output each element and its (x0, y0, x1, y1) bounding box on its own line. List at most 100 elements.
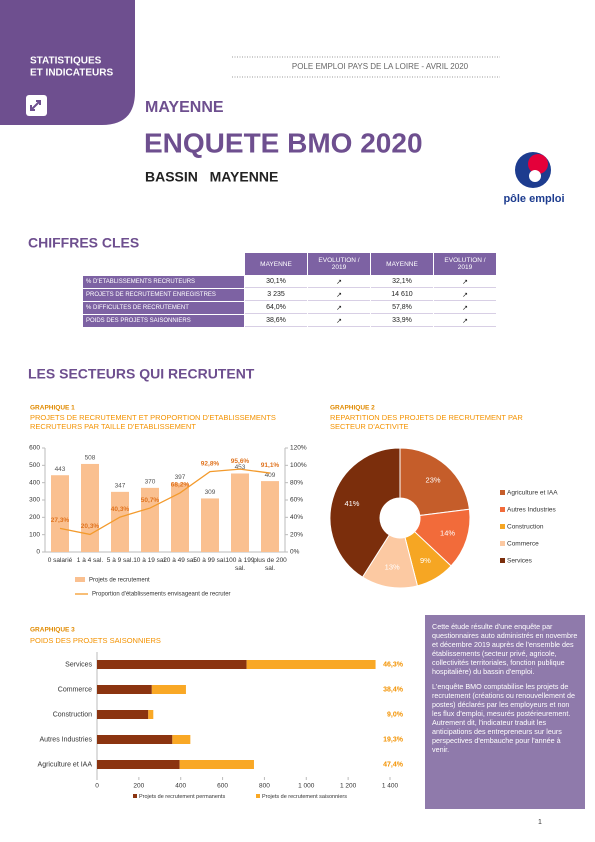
bar-segment (151, 685, 186, 694)
table-cell: ↗ (434, 315, 496, 327)
table-cell: 38,6% (245, 315, 307, 327)
badge-icon-arrow (30, 100, 41, 111)
y-tick-label: Autres Industries (39, 736, 92, 743)
table-row: % DIFFICULTES DE RECRUTEMENT 64,0% ↗ 57,8% ↗ (83, 302, 496, 314)
x-tick-label: 0 salarié (47, 557, 73, 564)
table-cell: ↗ (434, 289, 496, 301)
legend-label: Proportion d'établissements envisageant … (92, 592, 231, 598)
share-label: 47,4% (383, 761, 404, 768)
table-cell: 3 235 (245, 289, 307, 301)
legend-swatch (500, 558, 505, 563)
legend-swatch (75, 577, 85, 582)
subtitle: BASSIN MAYENNE (145, 169, 278, 185)
table-cell: ↗ (434, 276, 496, 288)
bar-value-label: 397 (175, 474, 186, 481)
legend-swatch (133, 794, 137, 798)
line-value-label: 95,6% (231, 458, 250, 465)
slice-label: 41% (344, 499, 359, 508)
table-cell: ↗ (308, 302, 370, 314)
column-header: MAYENNE (371, 253, 433, 275)
line (59, 468, 271, 536)
legend-swatch (500, 541, 505, 546)
badge-text: ET INDICATEURS (30, 68, 113, 79)
table-cell: 57,8% (371, 302, 433, 314)
bar (141, 487, 159, 552)
region: MAYENNE (145, 99, 224, 116)
x-tick-label: 1 400 (382, 783, 399, 790)
column-header: EVOLUTION / 2019 (308, 253, 370, 275)
slice-label: 9% (420, 556, 431, 565)
x-tick-label: 100 à 199 sal. (225, 557, 255, 572)
table-cell: 64,0% (245, 302, 307, 314)
y-tick-label: Commerce (58, 686, 92, 693)
table-cell: ↗ (308, 289, 370, 301)
bar-value-label: 347 (115, 483, 126, 490)
bar-segment (97, 710, 149, 719)
chart-title: REPARTITION DES PROJETS DE RECRUTEMENT P… (330, 413, 523, 431)
line-value-label: 91,1% (261, 462, 280, 469)
logo-text: pôle emploi (503, 193, 564, 205)
bar (231, 473, 249, 552)
x-tick-label: plus de 200 sal. (253, 557, 287, 572)
line-value-label: 50,7% (141, 497, 160, 504)
x-tick-label: 0 (95, 783, 99, 790)
legend-label: Projets de recrutement permanents (139, 794, 225, 800)
donut-slice (329, 447, 401, 578)
note-paragraph: L'enquête BMO comptabilise les projets d… (432, 682, 576, 754)
y-tick-label: 400 (29, 479, 40, 486)
source: POLE EMPLOI PAYS DE LA LOIRE - AVRIL 202… (292, 62, 469, 71)
page-number: 1 (538, 819, 542, 826)
legend-swatch (500, 507, 505, 512)
chart-label: GRAPHIQUE 1 (30, 405, 75, 412)
x-tick-label: 50 à 99 sal. (193, 557, 227, 564)
bar (51, 475, 69, 552)
slice-label: 14% (440, 528, 455, 537)
y2-tick-label: 100% (290, 462, 307, 469)
table-cell: 32,1% (371, 276, 433, 288)
legend-swatch (500, 524, 505, 529)
row-label: % D'ETABLISSEMENTS RECRUTEURS (83, 276, 244, 288)
bar (201, 498, 219, 552)
chart-label: GRAPHIQUE 3 (30, 627, 75, 634)
x-tick-label: 800 (259, 783, 270, 790)
table-cell: ↗ (308, 315, 370, 327)
column-header: MAYENNE (245, 253, 307, 275)
legend-label: Services (507, 558, 533, 565)
bar-segment (179, 760, 254, 769)
section-title: CHIFFRES CLES (28, 235, 139, 251)
bar-segment (97, 735, 173, 744)
line-value-label: 27,3% (51, 517, 70, 524)
bar-value-label: 370 (145, 479, 156, 486)
share-label: 19,3% (383, 736, 404, 743)
bar-value-label: 453 (235, 464, 246, 471)
y-tick-label: 0 (36, 549, 40, 556)
table-row: PROJETS DE RECRUTEMENT ENREGISTRES 3 235 ↗… (83, 289, 496, 301)
note-paragraph: Cette étude résulte d'une enquête par qu… (432, 622, 578, 676)
y2-tick-label: 80% (290, 479, 303, 486)
bar-segment (148, 710, 154, 719)
logo-mark (529, 170, 541, 182)
y-tick-label: Services (65, 661, 92, 668)
bar-segment (97, 760, 180, 769)
y-tick-label: 500 (29, 462, 40, 469)
header-badge (0, 0, 135, 125)
table-cell: 30,1% (245, 276, 307, 288)
x-tick-label: 1 200 (340, 783, 357, 790)
bar (111, 491, 129, 552)
legend-label: Projets de recrutement saisonniers (262, 794, 347, 800)
legend-label: Autres Industries (507, 507, 557, 514)
line-value-label: 92,8% (201, 460, 220, 467)
table-cell: ↗ (308, 276, 370, 288)
bar-segment (97, 660, 247, 669)
x-tick-label: 20 à 49 sal. (163, 557, 197, 564)
title: ENQUETE BMO 2020 (144, 127, 423, 158)
y-tick-label: 100 (29, 531, 40, 538)
legend-label: Construction (507, 524, 544, 531)
share-label: 9,0% (387, 711, 404, 718)
x-tick-label: 1 000 (298, 783, 315, 790)
bar-value-label: 443 (55, 466, 66, 473)
row-label: POIDS DES PROJETS SAISONNIERS (83, 315, 244, 327)
slice-label: 23% (426, 475, 441, 484)
y-tick-label: 200 (29, 514, 40, 521)
